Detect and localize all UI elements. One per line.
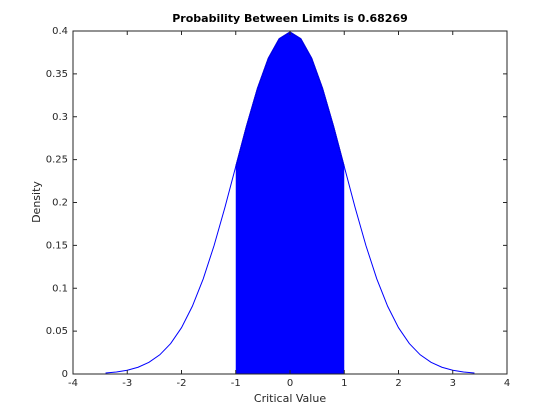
x-tick-label: 1 (341, 378, 347, 389)
y-tick-label: 0.4 (52, 26, 68, 37)
x-tick-label: 4 (504, 378, 510, 389)
y-tick-label: 0.3 (52, 112, 68, 123)
y-tick-label: 0.2 (52, 198, 68, 209)
x-tick-label: 3 (450, 378, 456, 389)
x-tick-label: -2 (177, 378, 187, 389)
shaded-area (235, 31, 345, 375)
x-tick-label: 0 (287, 378, 293, 389)
y-tick-label: 0.05 (46, 326, 68, 337)
x-tick-label: 2 (395, 378, 401, 389)
y-tick-label: 0.35 (46, 69, 68, 80)
y-tick-label: 0 (62, 369, 68, 380)
y-tick-label: 0.1 (52, 283, 68, 294)
x-tick-label: -4 (68, 378, 78, 389)
y-tick-label: 0.15 (46, 240, 68, 251)
x-axis-label: Critical Value (254, 392, 326, 405)
x-tick-label: -3 (122, 378, 132, 389)
y-axis-label: Density (30, 181, 43, 223)
chart-title: Probability Between Limits is 0.68269 (172, 12, 408, 25)
y-tick-label: 0.25 (46, 155, 68, 166)
x-tick-label: -1 (231, 378, 241, 389)
